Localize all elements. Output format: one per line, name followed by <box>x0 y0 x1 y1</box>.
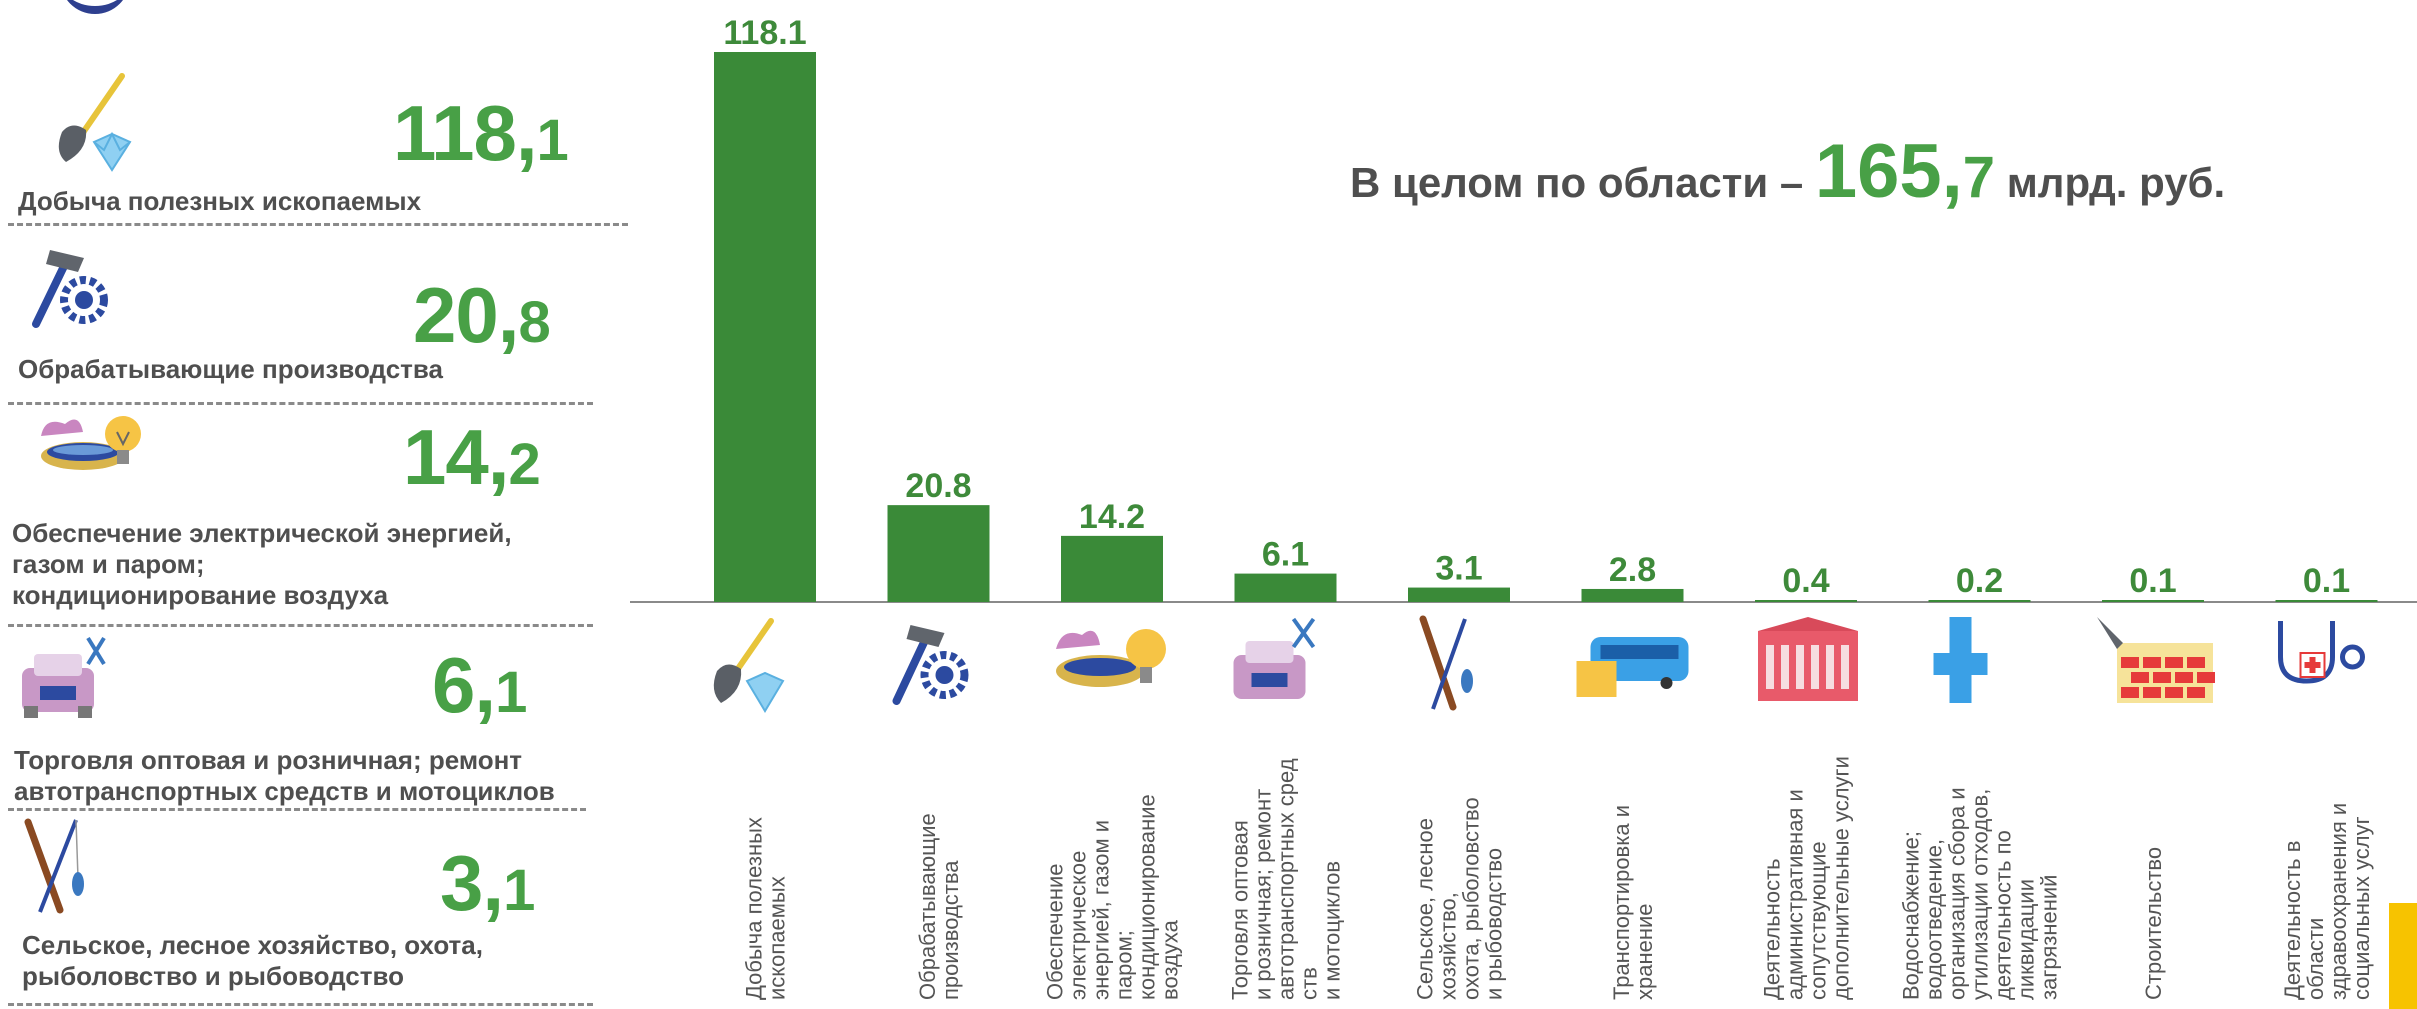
separator <box>8 808 586 811</box>
category-label: и рыбоводство <box>1482 848 1507 1000</box>
category-label: ископаемых <box>765 876 790 1000</box>
separator <box>8 1003 593 1006</box>
panel-label: Торговля оптовая и розничная; ремонт авт… <box>14 745 555 806</box>
panel-label: Сельское, лесное хозяйство, охота, рыбол… <box>22 930 483 991</box>
panel-label: Добыча полезных ископаемых <box>18 186 422 216</box>
panel-value: 14,2 <box>403 413 541 501</box>
building-icon <box>1758 617 1858 701</box>
headline-total-int: 165, <box>1814 129 1963 214</box>
bar <box>1928 600 2031 602</box>
bar <box>1061 535 1163 602</box>
category-label: Водоснабжение; <box>1899 831 1924 1000</box>
bar <box>1581 588 1684 602</box>
category-label: здравоохранения и <box>2326 803 2351 1000</box>
headline-prefix: В целом по области – <box>1350 159 1804 206</box>
bar-value-label: 118.1 <box>723 14 806 52</box>
bar <box>2102 600 2204 602</box>
bar-value-label: 14.2 <box>1079 498 1145 536</box>
bar <box>887 505 990 602</box>
gas-bulb-icon <box>1056 629 1166 687</box>
category-label: воздуха <box>1158 919 1183 1000</box>
category-label: Строительство <box>2141 847 2166 1000</box>
panel-value: 118,1 <box>393 89 569 177</box>
category-label: административная и <box>1783 789 1808 1000</box>
bar <box>1408 587 1510 602</box>
category-label: Добыча полезных <box>742 817 767 1000</box>
bar-value-label: 0.1 <box>2303 562 2350 600</box>
hammer-gear-icon <box>22 242 117 337</box>
category-label: Торговля оптовая <box>1228 820 1253 1000</box>
panel-value: 6,1 <box>432 641 527 729</box>
category-label: кондиционирование <box>1135 794 1160 1000</box>
rifle-fishing-icon <box>20 818 90 923</box>
category-label: и мотоциклов <box>1320 861 1345 1000</box>
bar-value-label: 2.8 <box>1609 551 1656 589</box>
panel-label: Обеспечение электрической энергией, газо… <box>12 518 512 610</box>
category-label: ликвидации <box>2014 879 2039 1000</box>
category-label: сопутствующие <box>1806 841 1831 1000</box>
bus-box-icon <box>1576 637 1689 697</box>
bar <box>714 52 816 602</box>
gas-bulb-icon <box>35 410 145 490</box>
shovel-diamond-icon <box>52 72 142 177</box>
category-label: производства <box>938 860 963 1000</box>
separator <box>8 624 593 627</box>
category-label: хозяйство, <box>1436 892 1461 1000</box>
category-label: области <box>2303 918 2328 1000</box>
bar-value-label: 0.4 <box>1782 562 1829 600</box>
category-label: хранение <box>1632 903 1657 1000</box>
panel-label: Обрабатывающие производства <box>18 354 444 384</box>
category-label: Обеспечение <box>1043 864 1068 1001</box>
hammer-gear-icon <box>892 625 969 705</box>
category-label: организация сбора и <box>1945 787 1970 1000</box>
headline-unit: млрд. руб. <box>2006 159 2226 206</box>
category-label: деятельность по <box>1991 830 2016 1000</box>
bar-value-label: 3.1 <box>1435 550 1482 588</box>
panel-value: 3,1 <box>440 839 535 927</box>
category-label: паром; <box>1112 930 1137 1000</box>
car-tools-icon <box>1233 617 1316 699</box>
bar-value-label: 6.1 <box>1262 536 1309 574</box>
category-label: Деятельность <box>1760 858 1785 1000</box>
bar-value-label: 0.2 <box>1956 562 2003 600</box>
category-label: энергией, газом и <box>1089 820 1114 1000</box>
bar <box>1755 600 1857 602</box>
category-label: автотранспортных сред <box>1274 758 1299 1000</box>
separator <box>8 223 628 226</box>
category-label: Сельское, лесное <box>1413 818 1438 1000</box>
separator <box>8 402 593 405</box>
category-label: Транспортировка и <box>1609 805 1634 1000</box>
shovel-diamond-icon <box>713 618 785 713</box>
stethoscope-icon <box>2278 621 2365 684</box>
category-label: ств <box>1297 967 1322 1000</box>
total-headline: В целом по области – 165,7 млрд. руб. <box>1350 128 2225 215</box>
bar <box>2275 600 2378 602</box>
rifle-fishing-icon <box>1419 615 1473 711</box>
pipe-icon <box>1933 617 1988 703</box>
category-label: охота, рыболовство <box>1459 797 1484 1000</box>
category-label: дополнительные услуги <box>1829 756 1854 1000</box>
car-tools-icon <box>18 634 108 729</box>
category-label: Деятельность в <box>2280 841 2305 1000</box>
bar <box>1234 573 1337 602</box>
bar-value-label: 20.8 <box>905 467 971 505</box>
decorative-arc <box>60 0 130 14</box>
category-label: социальных услуг <box>2349 816 2374 1000</box>
headline-total-dec: 7 <box>1962 145 1996 210</box>
category-label: утилизации отходов, <box>1968 789 1993 1000</box>
brick-wall-icon <box>2097 617 2215 703</box>
panel-value: 20,8 <box>413 271 551 359</box>
category-label: и розничная; ремонт <box>1251 789 1276 1000</box>
category-label: Обрабатывающие <box>915 813 940 1000</box>
category-label: водоотведение, <box>1922 839 1947 1000</box>
corner-accent <box>2389 903 2417 1009</box>
category-label: загрязнений <box>2037 875 2062 1000</box>
category-label: электрическое <box>1066 851 1091 1000</box>
bar-value-label: 0.1 <box>2129 562 2176 600</box>
